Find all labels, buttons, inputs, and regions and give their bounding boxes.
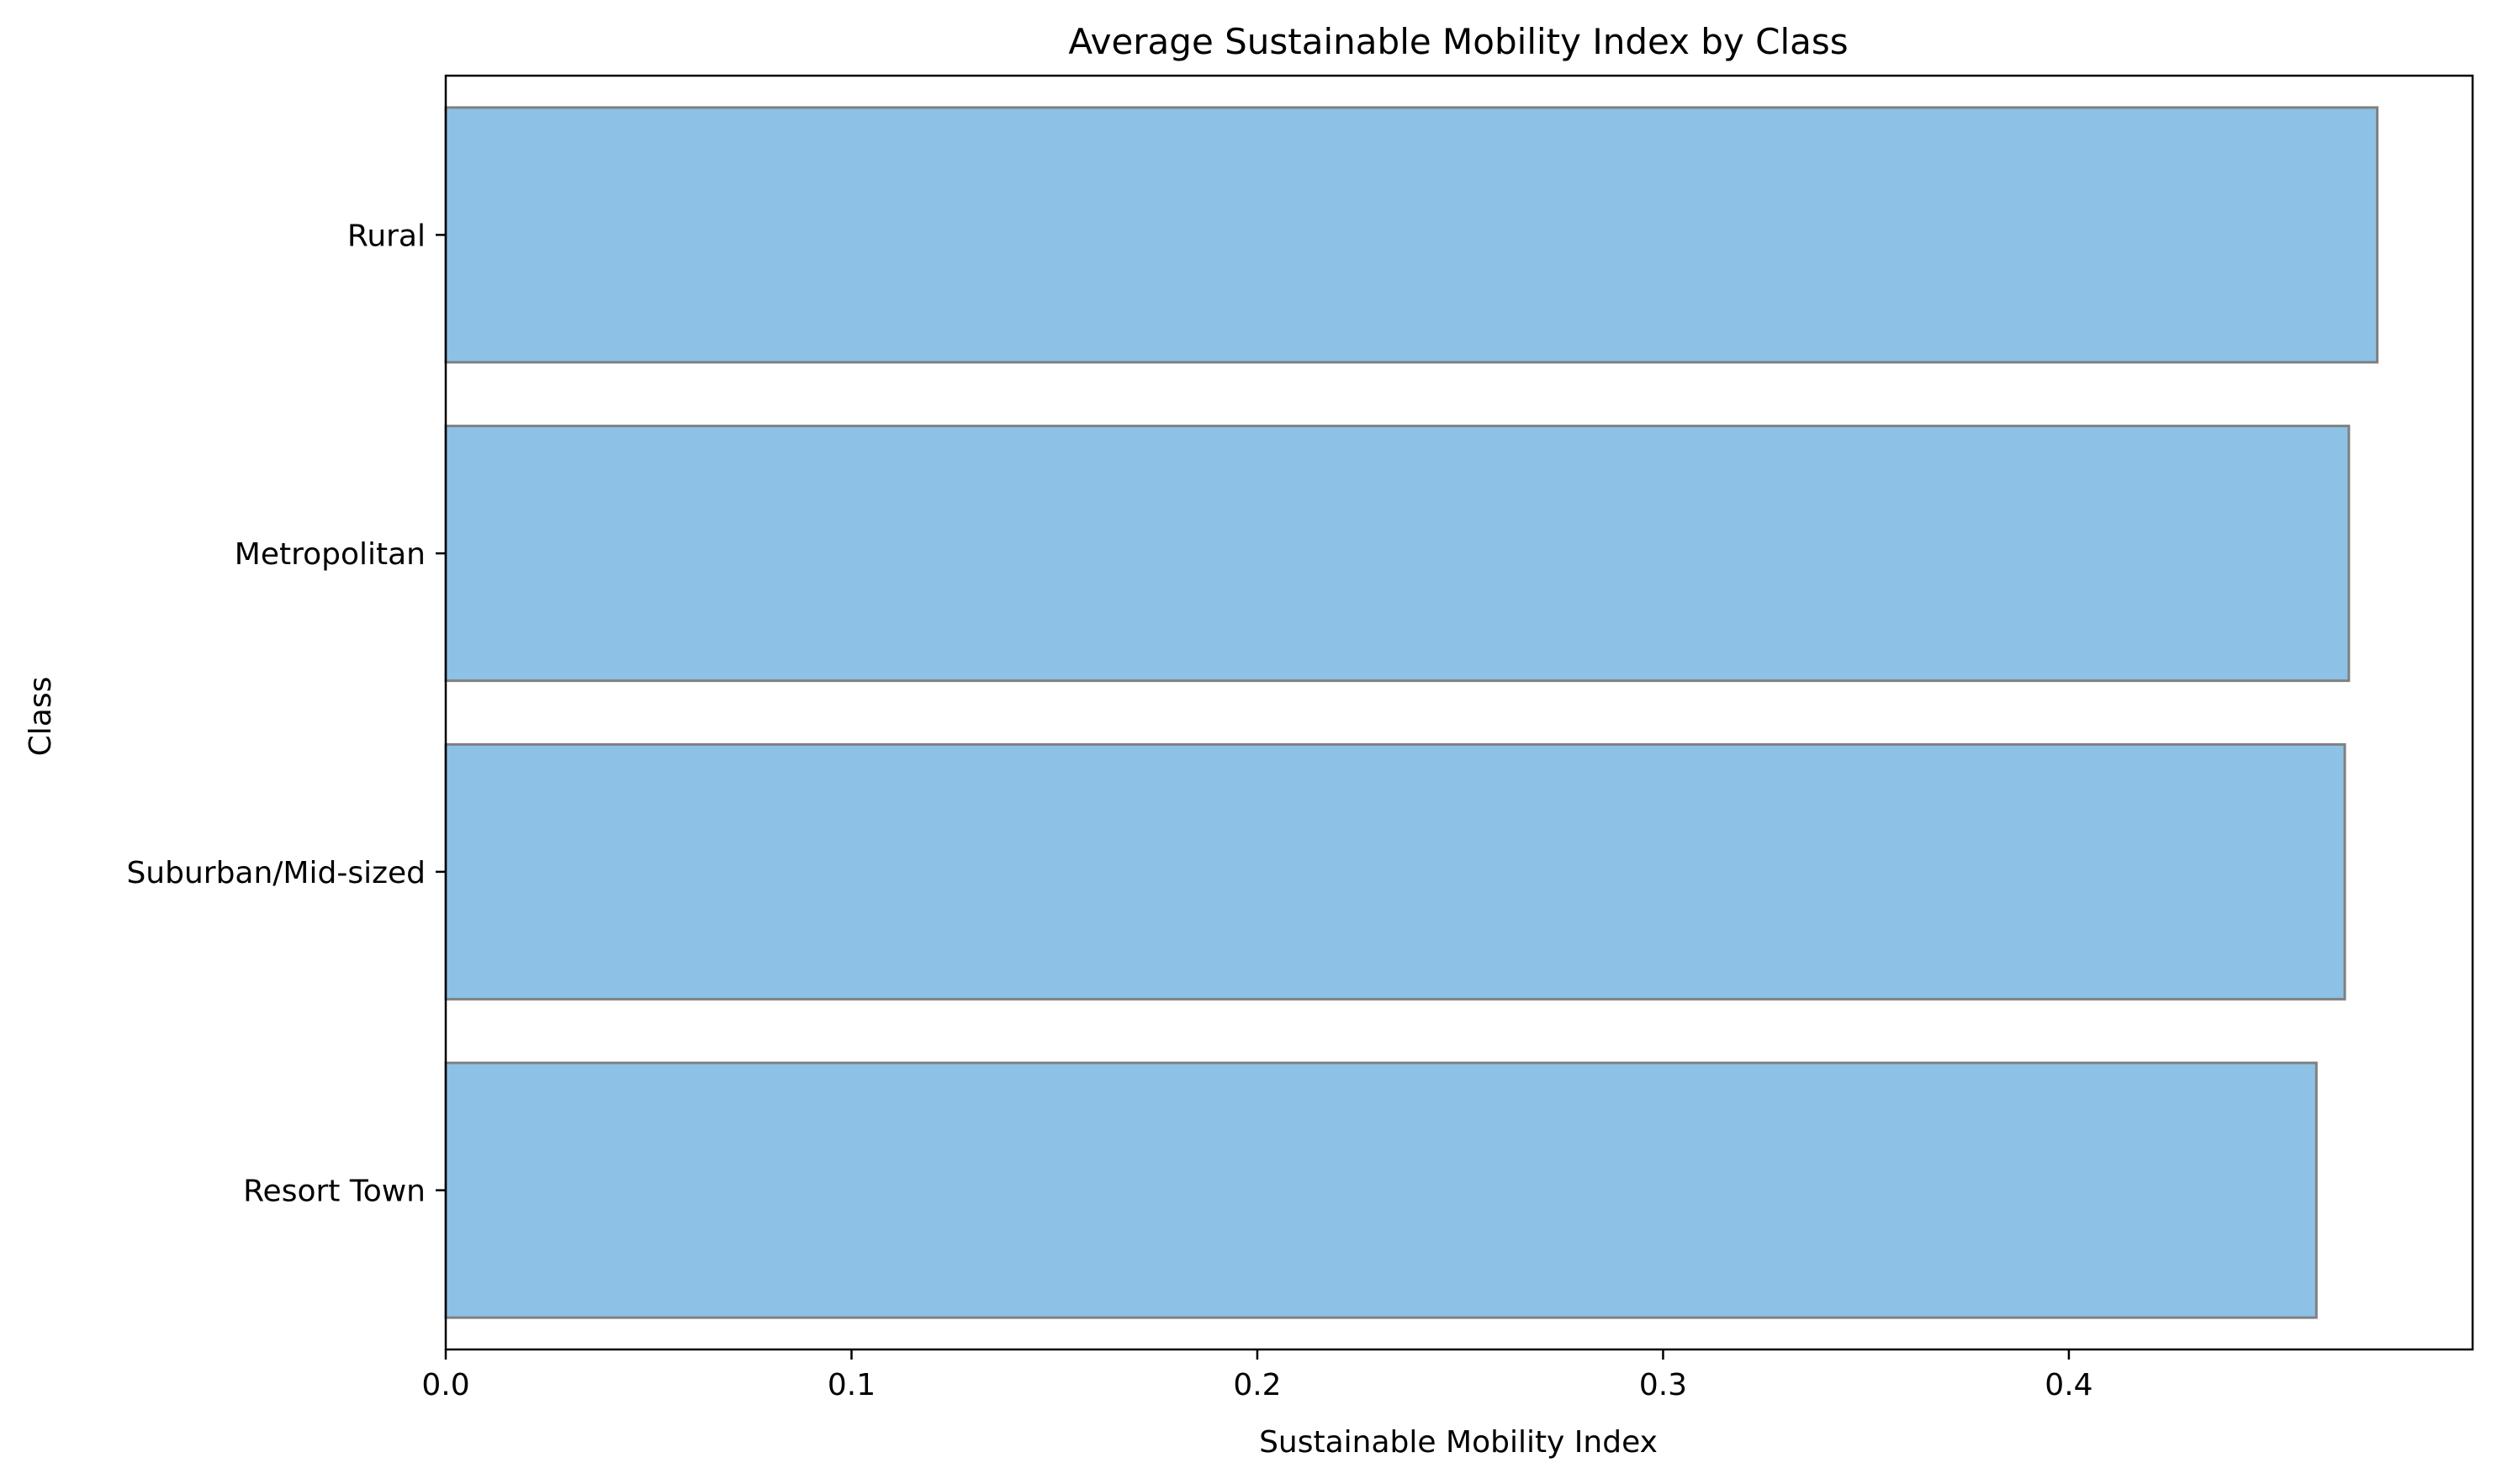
y-tick-label-2: Suburban/Mid-sized xyxy=(126,856,426,890)
x-tick-label-2: 0.2 xyxy=(1233,1368,1281,1402)
y-tick-label-0: Rural xyxy=(347,219,426,253)
bar-1 xyxy=(444,425,2351,683)
x-tick-label-1: 0.1 xyxy=(828,1368,876,1402)
chart-title: Average Sustainable Mobility Index by Cl… xyxy=(1068,21,1848,62)
x-axis-label: Sustainable Mobility Index xyxy=(1259,1425,1658,1460)
y-tick-label-1: Metropolitan xyxy=(235,537,426,572)
bars-group xyxy=(444,106,2379,1319)
y-axis-label: Class xyxy=(24,677,58,757)
y-tick-label-3: Resort Town xyxy=(243,1175,426,1209)
x-tick-label-3: 0.3 xyxy=(1639,1368,1687,1402)
x-tick-label-0: 0.0 xyxy=(421,1368,469,1402)
x-axis: 0.0 0.1 0.2 0.3 0.4 xyxy=(421,1349,2093,1402)
bar-2 xyxy=(444,742,2346,1001)
plot-frame xyxy=(444,74,2474,1351)
bar-3 xyxy=(444,1061,2318,1319)
x-tick-label-4: 0.4 xyxy=(2045,1368,2092,1402)
y-axis: Rural Metropolitan Suburban/Mid-sized Resor… xyxy=(126,219,446,1209)
bar-0 xyxy=(444,106,2379,364)
